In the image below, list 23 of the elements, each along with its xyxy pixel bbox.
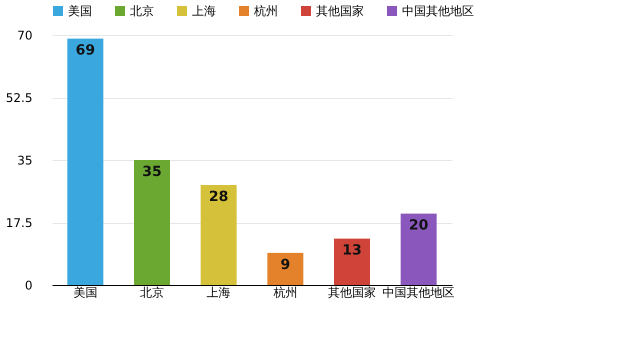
- legend-label: 杭州: [253, 4, 278, 18]
- data-label: 9: [280, 256, 290, 273]
- x-tick-label: 上海: [206, 286, 231, 300]
- data-label: 20: [408, 218, 429, 234]
- legend-label: 上海: [192, 4, 216, 18]
- x-tick-label: 北京: [140, 286, 164, 300]
- legend-label: 其他国家: [316, 4, 364, 18]
- legend-label: 美国: [68, 4, 92, 18]
- data-label: 13: [342, 242, 362, 259]
- x-tick-label: 杭州: [272, 286, 298, 300]
- x-tick-label: 其他国家: [328, 286, 376, 300]
- legend-label: 北京: [130, 4, 154, 18]
- legend-label: 中国其他地区: [402, 4, 474, 18]
- y-tick-label: 70: [17, 28, 32, 42]
- y-tick-label: 52.5: [6, 91, 32, 105]
- x-tick-label: 中国其他地区: [382, 286, 455, 300]
- data-label: 28: [208, 189, 228, 205]
- data-label: 69: [76, 42, 96, 59]
- data-label: 35: [142, 164, 162, 180]
- y-tick-label: 35: [17, 154, 32, 168]
- y-tick-label: 17.5: [6, 216, 32, 230]
- y-tick-label: 0: [24, 278, 32, 292]
- x-tick-label: 美国: [73, 286, 98, 300]
